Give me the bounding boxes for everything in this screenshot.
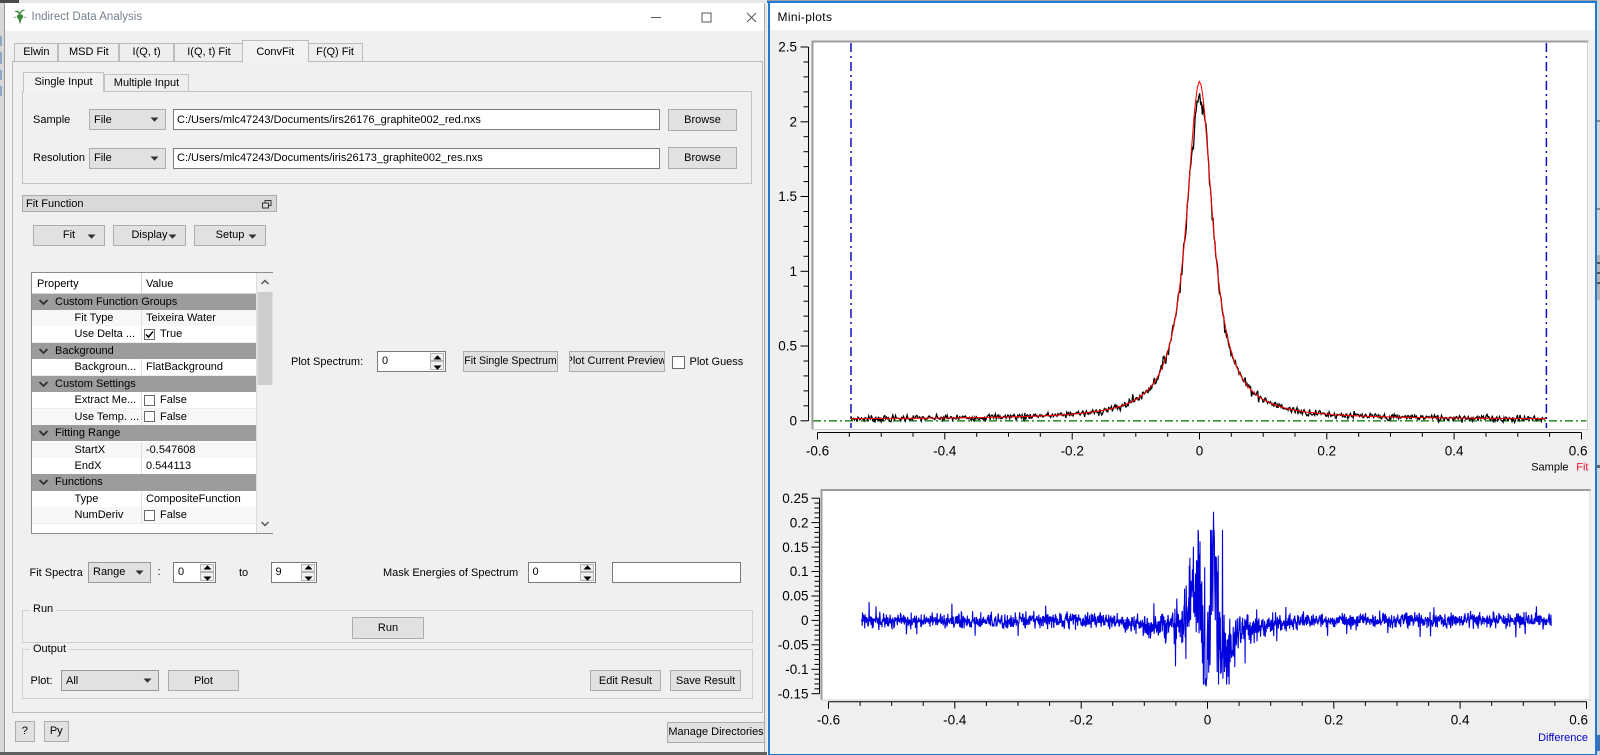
svg-text:0.5: 0.5: [778, 339, 797, 354]
svg-text:0.4: 0.4: [1445, 444, 1464, 459]
svg-text:2: 2: [789, 115, 797, 130]
svg-text:-0.05: -0.05: [778, 638, 809, 653]
svg-text:0.6: 0.6: [1569, 713, 1588, 728]
svg-text:-0.4: -0.4: [943, 713, 967, 728]
svg-text:0.4: 0.4: [1451, 713, 1470, 728]
svg-text:1.5: 1.5: [778, 189, 797, 204]
svg-text:0.2: 0.2: [790, 515, 809, 530]
svg-text:-0.4: -0.4: [933, 444, 957, 459]
svg-text:0: 0: [801, 613, 809, 628]
svg-text:0.15: 0.15: [782, 540, 808, 555]
svg-text:Difference: Difference: [1538, 732, 1588, 744]
svg-text:0.2: 0.2: [1317, 444, 1336, 459]
svg-text:Sample: Sample: [1531, 462, 1568, 474]
svg-text:-0.6: -0.6: [817, 713, 840, 728]
svg-text:0: 0: [789, 414, 797, 429]
svg-text:0.1: 0.1: [790, 564, 809, 579]
svg-text:-0.15: -0.15: [778, 686, 809, 701]
svg-text:1: 1: [789, 264, 797, 279]
svg-text:Fit: Fit: [1576, 462, 1588, 474]
svg-text:0: 0: [1196, 444, 1204, 459]
svg-text:-0.1: -0.1: [785, 662, 808, 677]
svg-text:0.05: 0.05: [782, 589, 808, 604]
svg-text:2.5: 2.5: [778, 40, 797, 55]
svg-text:0.2: 0.2: [1324, 713, 1343, 728]
svg-text:-0.6: -0.6: [806, 444, 829, 459]
svg-text:0.6: 0.6: [1569, 444, 1588, 459]
svg-text:-0.2: -0.2: [1061, 444, 1084, 459]
svg-text:-0.2: -0.2: [1070, 713, 1093, 728]
svg-text:0.25: 0.25: [782, 491, 808, 506]
svg-text:0: 0: [1204, 713, 1212, 728]
